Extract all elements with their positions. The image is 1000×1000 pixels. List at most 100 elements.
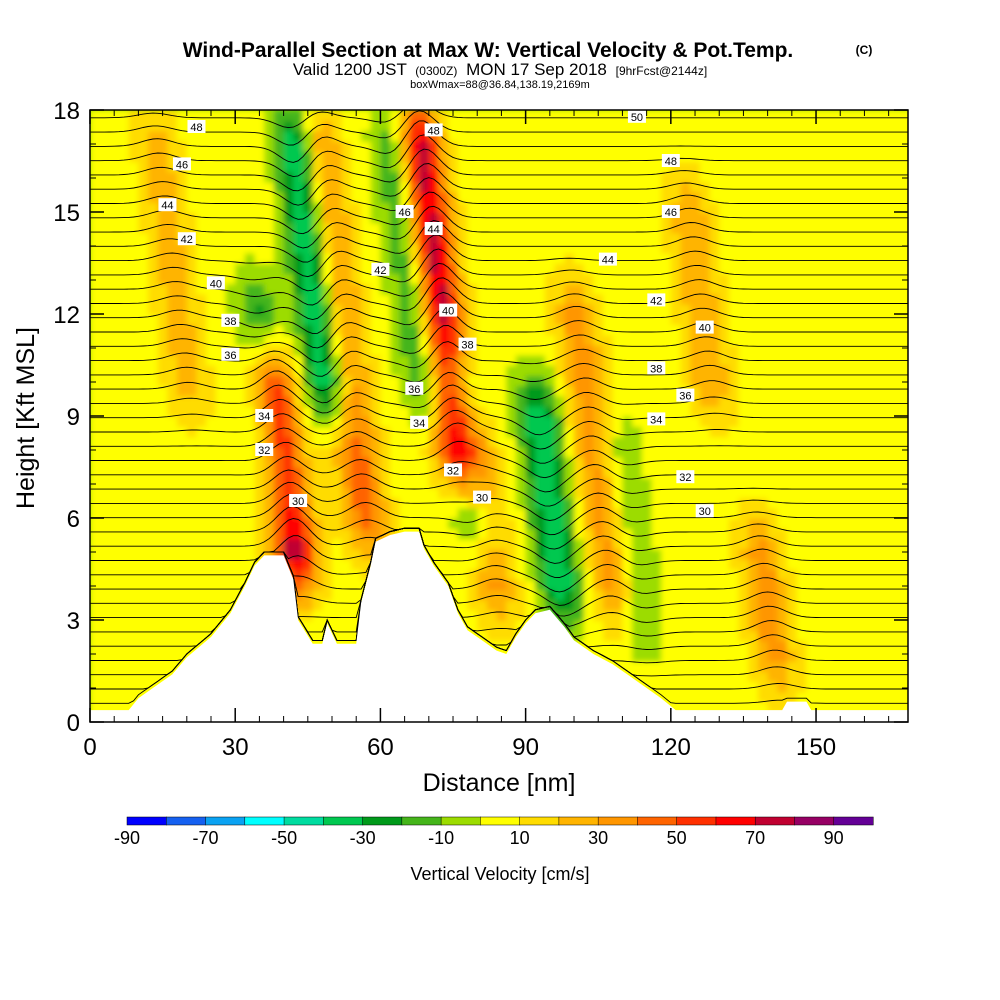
velocity-cell: [119, 222, 130, 234]
velocity-cell: [719, 365, 730, 376]
velocity-cell: [293, 416, 304, 427]
velocity-cell: [109, 691, 120, 703]
velocity-cell: [670, 446, 682, 458]
velocity-cell: [428, 242, 440, 254]
velocity-cell: [670, 232, 682, 244]
velocity-cell: [244, 385, 256, 397]
velocity-cell: [138, 395, 149, 407]
velocity-cell: [467, 293, 479, 305]
velocity-cell: [254, 263, 266, 274]
velocity-cell: [777, 650, 788, 662]
velocity-cell: [670, 263, 682, 274]
velocity-cell: [583, 365, 595, 376]
velocity-cell: [574, 263, 585, 274]
velocity-cell: [138, 140, 149, 152]
velocity-cell: [312, 416, 324, 427]
velocity-cell: [641, 120, 653, 132]
velocity-cell: [90, 436, 101, 448]
velocity-cell: [148, 477, 159, 489]
velocity-cell: [477, 263, 488, 274]
velocity-cell: [225, 579, 237, 591]
velocity-cell: [496, 620, 508, 631]
velocity-cell: [854, 385, 866, 397]
velocity-cell: [332, 150, 343, 162]
velocity-cell: [477, 293, 488, 305]
velocity-cell: [690, 263, 701, 274]
velocity-cell: [680, 589, 691, 601]
velocity-cell: [273, 232, 285, 244]
velocity-cell: [699, 365, 711, 376]
velocity-cell: [109, 191, 120, 203]
velocity-cell: [651, 263, 662, 274]
velocity-cell: [506, 130, 517, 142]
velocity-cell: [477, 620, 488, 631]
velocity-cell: [719, 620, 730, 631]
velocity-cell: [845, 446, 856, 458]
velocity-cell: [196, 385, 207, 397]
velocity-cell: [332, 395, 343, 407]
velocity-cell: [332, 579, 343, 591]
velocity-cell: [719, 477, 730, 489]
velocity-cell: [448, 354, 459, 366]
velocity-cell: [264, 426, 275, 438]
velocity-cell: [690, 283, 701, 295]
velocity-cell: [670, 416, 682, 427]
velocity-cell: [845, 436, 856, 448]
velocity-cell: [816, 436, 827, 448]
velocity-cell: [748, 497, 759, 509]
velocity-cell: [332, 161, 343, 172]
velocity-cell: [767, 344, 779, 356]
velocity-cell: [835, 334, 846, 346]
velocity-cell: [457, 120, 469, 132]
velocity-cell: [302, 222, 314, 234]
velocity-cell: [186, 487, 198, 499]
velocity-cell: [167, 579, 178, 591]
velocity-cell: [225, 599, 237, 611]
velocity-cell: [264, 120, 275, 132]
velocity-cell: [312, 456, 324, 468]
velocity-cell: [796, 416, 808, 427]
velocity-cell: [457, 161, 469, 172]
velocity-cell: [874, 630, 885, 642]
velocity-cell: [748, 120, 759, 132]
velocity-cell: [564, 446, 575, 458]
velocity-cell: [157, 650, 169, 662]
velocity-cell: [796, 681, 808, 693]
velocity-cell: [728, 201, 740, 213]
velocity-cell: [138, 599, 149, 611]
velocity-cell: [515, 150, 527, 162]
velocity-cell: [99, 548, 111, 560]
velocity-cell: [535, 456, 546, 468]
velocity-cell: [496, 263, 508, 274]
velocity-cell: [399, 426, 411, 438]
velocity-cell: [206, 487, 217, 499]
velocity-cell: [603, 528, 614, 540]
velocity-cell: [293, 201, 304, 213]
velocity-cell: [670, 395, 682, 407]
velocity-cell: [506, 528, 517, 540]
velocity-cell: [709, 273, 721, 285]
velocity-cell: [574, 467, 585, 478]
velocity-cell: [186, 416, 198, 427]
velocity-cell: [109, 334, 120, 346]
velocity-cell: [119, 385, 130, 397]
velocity-cell: [603, 426, 614, 438]
velocity-cell: [467, 426, 479, 438]
velocity-cell: [399, 405, 411, 417]
velocity-cell: [816, 487, 827, 499]
velocity-cell: [370, 161, 382, 172]
velocity-cell: [874, 314, 885, 325]
velocity-cell: [409, 171, 420, 183]
velocity-cell: [109, 507, 120, 519]
velocity-cell: [90, 671, 101, 682]
velocity-cell: [332, 630, 343, 642]
velocity-cell: [777, 334, 788, 346]
velocity-cell: [835, 681, 846, 693]
velocity-cell: [864, 181, 875, 193]
velocity-cell: [206, 620, 217, 631]
velocity-cell: [893, 701, 904, 713]
velocity-cell: [477, 548, 488, 560]
velocity-cell: [312, 375, 324, 387]
velocity-cell: [283, 314, 295, 325]
velocity-cell: [322, 436, 333, 448]
